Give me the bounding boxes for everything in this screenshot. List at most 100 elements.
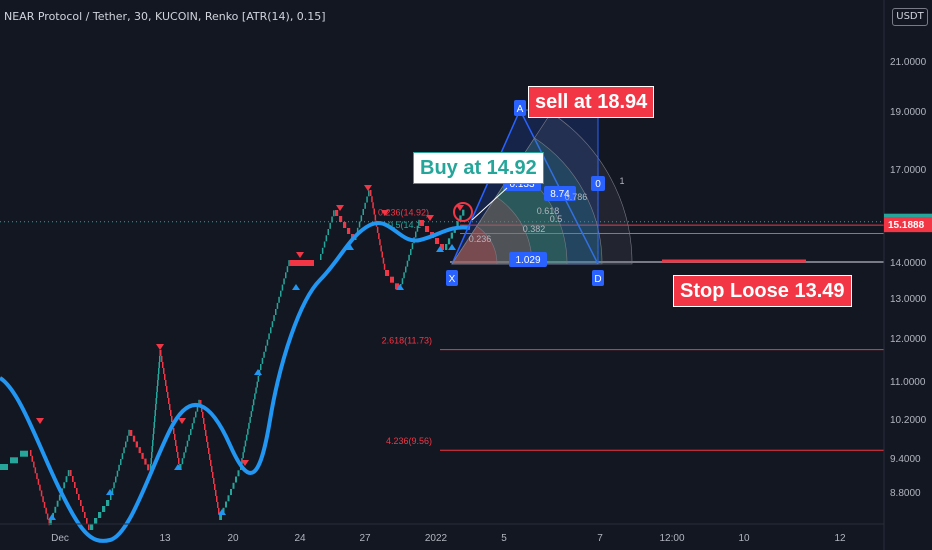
renko-brick	[110, 494, 112, 500]
renko-brick	[379, 239, 381, 246]
renko-brick	[31, 455, 33, 462]
renko-brick	[121, 453, 124, 460]
renko-brick	[30, 450, 32, 456]
renko-brick	[320, 254, 322, 260]
renko-brick	[173, 428, 175, 434]
renko-brick	[150, 458, 152, 464]
renko-brick	[164, 374, 166, 380]
renko-brick	[285, 272, 287, 279]
renko-brick	[186, 440, 189, 447]
renko-brick	[175, 440, 177, 446]
renko-brick	[321, 247, 324, 254]
currency-selector[interactable]: USDT	[892, 8, 928, 26]
y-tick-label: 14.0000	[890, 258, 927, 269]
renko-brick	[158, 368, 160, 374]
renko-brick	[242, 452, 244, 459]
renko-brick	[405, 266, 407, 273]
renko-brick	[390, 276, 394, 283]
renko-brick	[343, 222, 347, 228]
renko-brick	[254, 393, 256, 400]
x-tick-label: 13	[159, 533, 171, 544]
renko-brick	[211, 466, 213, 472]
renko-brick	[249, 416, 251, 423]
renko-brick	[56, 500, 59, 507]
point-label: A	[517, 104, 524, 115]
renko-brick	[63, 482, 66, 489]
fib-fan-sector	[451, 137, 603, 265]
renko-brick	[154, 416, 156, 422]
renko-brick	[251, 405, 254, 412]
ratio-badge	[591, 176, 605, 191]
renko-brick	[88, 524, 90, 530]
renko-brick	[212, 472, 214, 478]
renko-brick	[410, 249, 412, 255]
renko-brick	[58, 494, 61, 501]
renko-brick	[67, 470, 70, 477]
renko-brick	[218, 508, 220, 514]
renko-brick	[257, 375, 260, 382]
renko-brick	[165, 380, 167, 386]
renko-brick	[126, 435, 129, 442]
renko-brick	[356, 227, 359, 234]
renko-brick	[281, 284, 284, 291]
renko-brick	[155, 404, 157, 410]
renko-brick	[371, 196, 373, 203]
renko-brick	[120, 459, 122, 465]
renko-brick	[456, 221, 459, 228]
renko-brick	[158, 362, 160, 368]
fib-fan-sector	[451, 112, 633, 265]
renko-brick	[159, 356, 161, 362]
renko-brick	[161, 356, 163, 362]
y-tick-label: 21.0000	[890, 57, 927, 68]
renko-brick	[230, 489, 232, 495]
renko-brick	[207, 442, 209, 448]
renko-brick	[209, 454, 211, 460]
renko-brick	[54, 506, 57, 513]
renko-brick	[39, 484, 41, 491]
renko-brick	[155, 398, 157, 404]
ratio-value: 0.133	[509, 179, 534, 190]
renko-brick	[42, 496, 44, 503]
sell-marker-icon	[156, 344, 164, 350]
renko-brick	[450, 232, 453, 239]
renko-brick	[160, 350, 162, 356]
level-lines: 0.236(14.92) 0.5(14.1 2.618(11.73) 4.236(9.…	[0, 208, 884, 451]
moving-average-line	[0, 221, 471, 543]
sell-marker-icon	[456, 205, 464, 211]
buy-marker-icon	[396, 284, 404, 290]
renko-brick	[10, 457, 18, 464]
price-label: 15.1888	[888, 220, 925, 231]
x-tick-label: 24	[294, 533, 306, 544]
sell-marker-icon	[36, 418, 44, 424]
renko-brick	[376, 226, 379, 233]
y-tick-label: 10.2000	[890, 415, 927, 426]
harmonic-pattern: A X D 0.133 8.74 0 1.029 0.382 0.50.618 0.786 0.23…	[446, 100, 633, 286]
renko-brick	[200, 400, 202, 406]
renko-brick	[180, 464, 182, 470]
renko-brick	[20, 450, 28, 457]
renko-brick	[440, 244, 444, 250]
renko-brick	[210, 460, 212, 466]
renko-brick	[374, 214, 377, 221]
renko-brick	[203, 418, 205, 424]
renko-brick	[220, 514, 222, 520]
renko-brick	[205, 430, 207, 436]
renko-brick	[366, 196, 368, 203]
renko-brick	[333, 210, 335, 217]
renko-brick	[225, 501, 227, 508]
sell-marker-icon	[336, 205, 344, 211]
renko-brick	[157, 380, 159, 386]
renko-brick	[48, 519, 50, 526]
renko-brick	[170, 410, 172, 416]
renko-brick	[266, 339, 269, 346]
sell-marker-icon	[296, 252, 304, 258]
y-tick-label: 11.0000	[890, 377, 926, 388]
renko-brick	[276, 302, 279, 309]
buy-marker-icon	[292, 284, 300, 290]
renko-brick	[128, 429, 130, 436]
x-tick-label: Dec	[51, 533, 69, 544]
renko-brick	[144, 458, 147, 465]
renko-brick	[153, 422, 155, 428]
y-tick-label: 12.0000	[890, 334, 927, 345]
renko-brick	[408, 254, 410, 261]
